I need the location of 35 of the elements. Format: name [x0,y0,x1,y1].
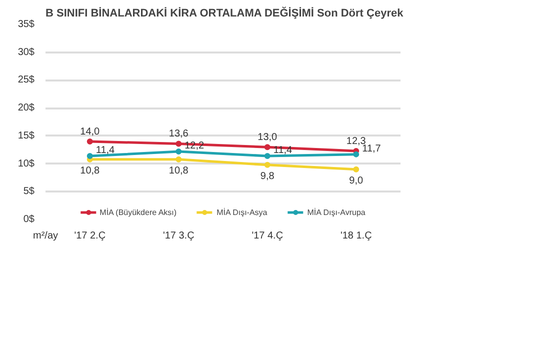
point [353,166,360,172]
x-tick-label: '17 2.Ç [74,230,106,242]
y-tick-label: 30$ [18,46,35,58]
legend-label: MİA Dışı-Avrupa [307,207,366,217]
point [86,152,93,159]
x-tick-label: '18 1.Ç [340,230,372,242]
y-tick-label: 20$ [18,102,35,114]
y-tick-label: 10$ [18,158,35,170]
y-tick-label: 15$ [18,130,35,142]
point [264,162,270,168]
legend-label: MİA (Büyükdere Aksı) [100,207,177,217]
chart-title: B SINIFI BİNALARDAKİ KİRA ORTALAMA DEĞİŞİMİ Son Dört Çeyrek [46,6,404,20]
x-tick-label: '17 4.Ç [252,230,284,242]
y-tick-label: 25$ [18,74,35,86]
data-label: 11,4 [96,144,116,156]
y-axis-title: m²/ay [33,230,58,242]
point [353,151,360,158]
point [176,156,182,162]
point [176,140,182,147]
point [264,152,270,159]
point [86,138,93,144]
y-tick-label: 35$ [18,19,35,30]
point [176,148,182,155]
legend-label: MİA Dışı-Asya [216,207,268,217]
data-label: 13,0 [258,132,278,144]
point [264,144,270,150]
y-tick-label: 0$ [23,214,35,225]
data-label: 13,6 [168,128,189,140]
data-label: 9,8 [260,170,275,182]
x-tick-label: '17 3.Ç [162,230,194,242]
data-label: 10,8 [168,165,189,176]
data-label: 10,8 [80,165,100,176]
data-label: 14,0 [80,126,100,138]
data-label: 9,0 [349,175,364,186]
y-tick-label: 5$ [23,186,35,198]
